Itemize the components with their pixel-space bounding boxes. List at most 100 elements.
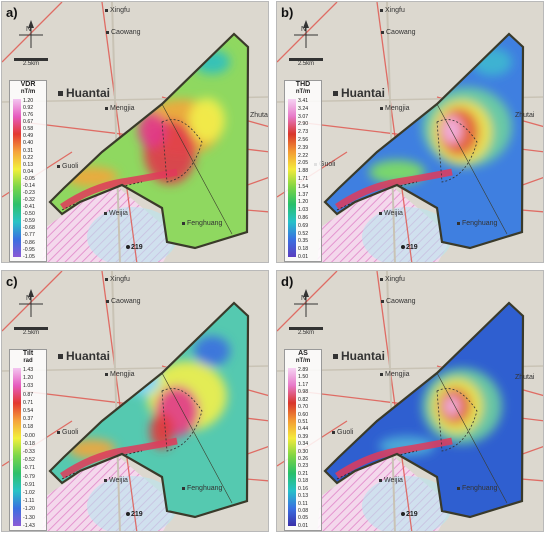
map-panel-a: a) N 2.5km Xingfu Caowang Huantai Mengji… bbox=[1, 1, 269, 263]
scale-bar: 2.5km bbox=[14, 58, 48, 67]
legend-tick: 0.51 bbox=[298, 418, 309, 425]
legend-tick: 1.17 bbox=[298, 381, 309, 388]
north-label: N bbox=[26, 295, 32, 302]
legend-tick: 0.21 bbox=[298, 470, 309, 477]
town-guoli: Guoli bbox=[57, 429, 78, 436]
map-canvas-b bbox=[277, 2, 543, 262]
legend-ticks: 3.41 3.24 3.07 2.90 2.73 2.56 2.39 2.22 2.05 1.88… bbox=[298, 98, 320, 260]
road-line bbox=[101, 271, 138, 531]
dashed-boundary bbox=[161, 388, 203, 452]
legend-tick: -0.77 bbox=[23, 232, 35, 239]
legend-tick: 3.41 bbox=[298, 98, 309, 104]
scale-label: 2.5km bbox=[297, 61, 315, 67]
legend-tick: -0.91 bbox=[23, 481, 35, 488]
dashed-boundary bbox=[436, 119, 478, 183]
legend-tick: 0.52 bbox=[298, 230, 309, 237]
road-line bbox=[277, 271, 338, 332]
anomaly-trend bbox=[335, 437, 453, 479]
legend-tick: 0.58 bbox=[23, 126, 34, 133]
legend-tick: 0.22 bbox=[23, 154, 34, 161]
map-panel-c: c) N 2.5km Xingfu Caowang Huantai Mengji… bbox=[1, 270, 269, 532]
minor-road bbox=[386, 271, 396, 531]
road-line bbox=[277, 2, 338, 63]
legend-tick: 0.01 bbox=[298, 522, 309, 529]
legend-tick: -1.11 bbox=[23, 498, 35, 505]
legend-tick: 0.16 bbox=[298, 485, 309, 492]
town-zhutai: Zhutai bbox=[515, 112, 535, 119]
town-caowang: Caowang bbox=[106, 298, 141, 305]
legend-tick: -0.33 bbox=[23, 449, 35, 456]
legend-tick: 3.07 bbox=[298, 113, 309, 120]
legend-tick: -0.52 bbox=[23, 457, 35, 464]
legend-title: THD bbox=[295, 81, 311, 88]
water-area bbox=[87, 207, 177, 262]
dashed-boundary bbox=[336, 181, 418, 211]
survey-outline bbox=[48, 32, 250, 250]
minor-road bbox=[111, 2, 121, 262]
legend-ticks: 1.43 1.20 1.03 0.87 0.71 0.54 0.37 0.18 -0.00 -0.… bbox=[23, 367, 45, 529]
legend-tick: -0.41 bbox=[23, 204, 35, 211]
legend-tick: 0.60 bbox=[298, 411, 309, 418]
town-weijia: Weijia bbox=[379, 477, 403, 484]
color-scale-bar bbox=[288, 99, 296, 257]
legend-tick: 0.98 bbox=[298, 389, 309, 396]
legend-tick: -0.05 bbox=[23, 175, 35, 182]
town-weijia: Weijia bbox=[104, 210, 128, 217]
road-line bbox=[101, 2, 138, 262]
legend-tick: 0.11 bbox=[298, 500, 308, 507]
legend-tick: -0.50 bbox=[23, 211, 35, 218]
legend-tick: 0.39 bbox=[298, 433, 309, 440]
legend-tick: 0.26 bbox=[298, 456, 309, 463]
anomaly-blob bbox=[189, 98, 225, 142]
road-219-label: 219 bbox=[401, 511, 418, 518]
town-fenghuang: Fenghuang bbox=[457, 485, 497, 492]
legend-ticks: 1.20 0.92 0.76 0.67 0.58 0.49 0.40 0.31 0.22 0.13… bbox=[23, 98, 45, 260]
survey-outline bbox=[323, 301, 525, 519]
anomaly-blob bbox=[138, 112, 166, 148]
road-219-label: 219 bbox=[126, 244, 143, 251]
dashed-boundary bbox=[61, 181, 143, 211]
town-mengjia: Mengjia bbox=[380, 371, 410, 378]
scale-label: 2.5km bbox=[297, 330, 315, 336]
road-line bbox=[376, 2, 413, 262]
scale-label: 2.5km bbox=[22, 61, 40, 67]
town-fenghuang: Fenghuang bbox=[182, 485, 222, 492]
town-caowang: Caowang bbox=[381, 298, 416, 305]
legend-tick: 1.71 bbox=[298, 175, 309, 182]
water-area bbox=[362, 207, 452, 262]
legend-tick: -1.43 bbox=[23, 522, 35, 529]
legend-unit: nT/m bbox=[20, 89, 36, 95]
map-panel-b: b) N 2.5km Xingfu Caowang Huantai Mengji… bbox=[276, 1, 544, 263]
town-mengjia: Mengjia bbox=[105, 371, 135, 378]
town-xingfu: Xingfu bbox=[380, 7, 405, 14]
panel-label: c) bbox=[6, 274, 18, 289]
legend-tick: 1.20 bbox=[298, 199, 309, 206]
color-scale-bar bbox=[13, 368, 21, 526]
panel-label: d) bbox=[281, 274, 294, 289]
legend-tick: -0.59 bbox=[23, 218, 35, 225]
legend-unit: nT/m bbox=[295, 89, 311, 95]
road-219-label: 219 bbox=[126, 511, 143, 518]
legend-unit: rad bbox=[23, 358, 33, 364]
town-xingfu: Xingfu bbox=[380, 276, 405, 283]
panel-label: a) bbox=[6, 5, 18, 20]
legend-tick: 0.30 bbox=[298, 448, 309, 455]
legend-tick: -0.68 bbox=[23, 225, 35, 232]
legend-tick: 2.05 bbox=[298, 160, 309, 167]
legend-tick: 0.54 bbox=[23, 408, 34, 415]
legend-tick: 0.44 bbox=[298, 426, 309, 433]
north-arrow-icon: N bbox=[291, 20, 321, 50]
legend-a: VDR nT/m 1.20 0.92 0.76 0.67 0.58 0.49 0.40 0.3… bbox=[9, 80, 47, 262]
legend-tick: 0.18 bbox=[298, 478, 309, 485]
road-line bbox=[2, 2, 63, 63]
legend-tick: 1.50 bbox=[298, 374, 309, 381]
legend-tick: 0.40 bbox=[23, 140, 34, 147]
legend-tick: -0.18 bbox=[23, 440, 35, 447]
legend-tick: 0.69 bbox=[298, 222, 309, 229]
road-line bbox=[2, 271, 63, 332]
anomaly-trend bbox=[335, 168, 453, 210]
town-fenghuang: Fenghuang bbox=[457, 220, 497, 227]
legend-tick: 0.87 bbox=[23, 391, 34, 398]
dashed-boundary bbox=[61, 450, 143, 480]
legend-tick: 0.92 bbox=[23, 105, 34, 112]
